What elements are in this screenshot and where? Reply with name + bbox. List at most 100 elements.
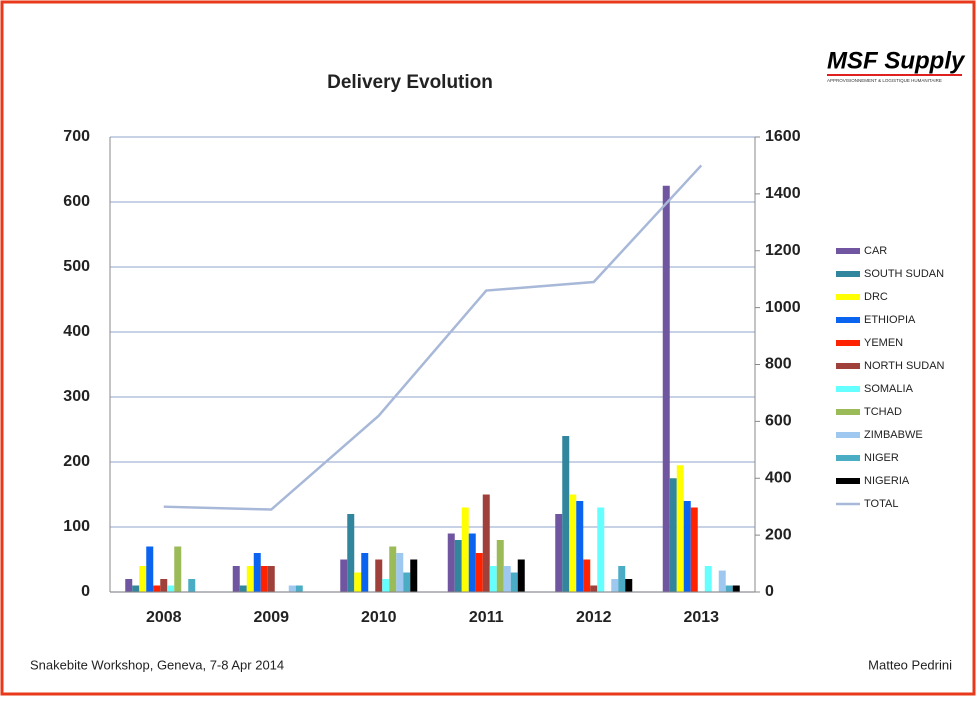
bar [288, 585, 296, 592]
bar [618, 566, 626, 592]
legend-label: NIGERIA [864, 475, 910, 487]
legend-label: DRC [864, 291, 888, 303]
legend-label: ZIMBABWE [864, 429, 923, 441]
y2-tick-label: 1400 [765, 185, 801, 202]
x-tick-label: 2009 [253, 609, 289, 626]
bar [188, 579, 196, 592]
bar [583, 559, 591, 592]
y2-tick-label: 200 [765, 526, 792, 543]
bar [160, 579, 168, 592]
bar [174, 546, 182, 592]
bar [340, 559, 348, 592]
bar [496, 540, 504, 592]
bar [389, 546, 397, 592]
bar [625, 579, 633, 592]
bar [375, 559, 383, 592]
bar [403, 572, 411, 592]
x-tick-label: 2011 [469, 609, 504, 626]
legend-swatch [836, 271, 860, 277]
bar [517, 559, 525, 592]
bar [510, 572, 518, 592]
bar [718, 570, 726, 592]
y-tick-label: 500 [63, 258, 90, 275]
bar [361, 553, 369, 592]
bar [503, 566, 511, 592]
bar [239, 585, 247, 592]
bar [246, 566, 254, 592]
logo-tagline: APPROVISIONNEMENT & LOGISTIQUE HUMANITAI… [827, 78, 942, 83]
legend-label: SOUTH SUDAN [864, 268, 944, 280]
footer-right: Matteo Pedrini [868, 657, 952, 672]
bar [555, 514, 563, 592]
y2-tick-label: 0 [765, 583, 774, 600]
y-tick-label: 600 [63, 193, 90, 210]
y-tick-label: 700 [63, 128, 90, 145]
logo: MSF Supply [827, 47, 966, 74]
legend-swatch [836, 409, 860, 415]
bar [669, 478, 677, 592]
y2-tick-label: 1600 [765, 128, 801, 145]
bar [683, 501, 691, 592]
y-tick-label: 100 [63, 518, 90, 535]
legend-swatch [836, 478, 860, 484]
bar [447, 533, 455, 592]
bar [382, 579, 390, 592]
y-tick-label: 200 [63, 453, 90, 470]
legend-label: SOMALIA [864, 383, 914, 395]
legend-label: NIGER [864, 452, 899, 464]
bar [253, 553, 261, 592]
bar [725, 585, 733, 592]
legend-swatch [836, 455, 860, 461]
bar [732, 585, 740, 592]
legend-label: ETHIOPIA [864, 314, 916, 326]
bar [489, 566, 497, 592]
bar [132, 585, 140, 592]
bar [295, 585, 303, 592]
legend-label: TOTAL [864, 498, 898, 510]
footer-left: Snakebite Workshop, Geneva, 7-8 Apr 2014 [30, 657, 284, 672]
legend-swatch [836, 248, 860, 254]
bar [482, 494, 490, 592]
bar [461, 507, 469, 592]
bar [611, 579, 619, 592]
bar [468, 533, 476, 592]
bar [454, 540, 462, 592]
bar [167, 585, 175, 592]
y2-tick-label: 800 [765, 356, 792, 373]
bar [690, 507, 698, 592]
chart-title: Delivery Evolution [327, 72, 493, 93]
bar [569, 494, 577, 592]
bar [704, 566, 712, 592]
y2-tick-label: 1000 [765, 299, 801, 316]
bar [125, 579, 133, 592]
bar [410, 559, 418, 592]
bar [146, 546, 154, 592]
legend-label: TCHAD [864, 406, 902, 418]
y2-tick-label: 1200 [765, 242, 801, 259]
legend-swatch [836, 363, 860, 369]
bar [590, 585, 598, 592]
y2-tick-label: 600 [765, 413, 792, 430]
bar [576, 501, 584, 592]
bar [475, 553, 483, 592]
x-tick-label: 2013 [683, 609, 719, 626]
x-tick-label: 2008 [146, 609, 182, 626]
bar [260, 566, 268, 592]
legend-swatch [836, 432, 860, 438]
bar [232, 566, 240, 592]
bar [139, 566, 147, 592]
y2-tick-label: 400 [765, 469, 792, 486]
legend-label: YEMEN [864, 337, 903, 349]
bar [354, 572, 362, 592]
x-tick-label: 2012 [576, 609, 612, 626]
bar [267, 566, 275, 592]
total-line [163, 164, 703, 511]
bar [396, 553, 404, 592]
y-tick-label: 0 [81, 583, 90, 600]
legend-label: NORTH SUDAN [864, 360, 945, 372]
bar [562, 436, 570, 592]
bar [347, 514, 355, 592]
bar [153, 585, 161, 592]
y-tick-label: 300 [63, 388, 90, 405]
